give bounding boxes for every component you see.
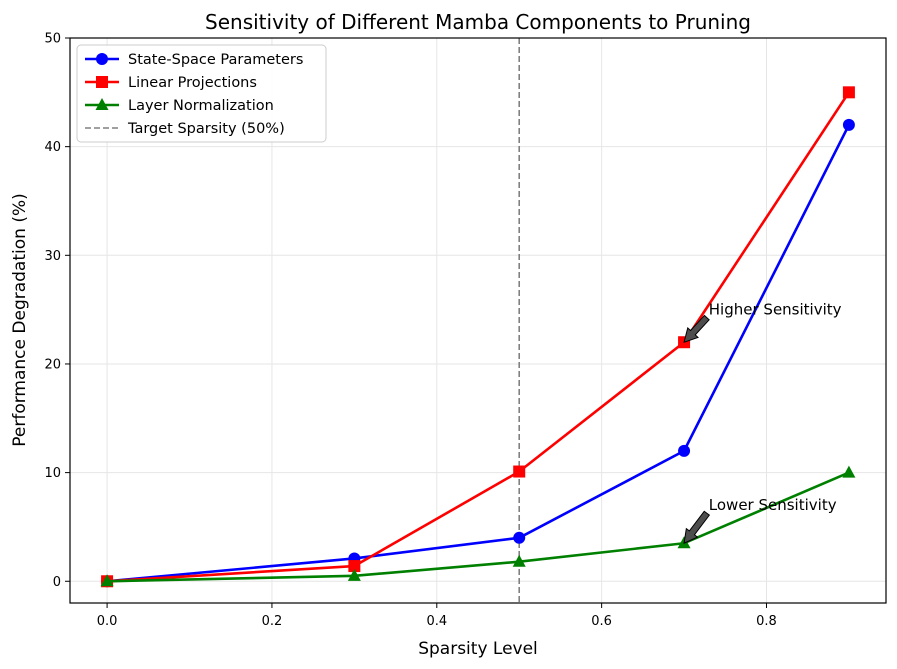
data-point <box>513 531 526 544</box>
legend-label: Layer Normalization <box>128 98 274 114</box>
legend-label: Target Sparsity (50%) <box>127 121 285 137</box>
x-tick-label: 0.4 <box>426 614 447 629</box>
data-point <box>842 465 856 478</box>
y-tick-label: 20 <box>44 357 61 372</box>
legend-box <box>76 44 327 143</box>
data-point <box>513 465 526 478</box>
legend-marker <box>95 98 109 110</box>
plot-frame <box>69 37 887 604</box>
data-point <box>348 560 361 573</box>
series-1 <box>101 118 855 588</box>
y-axis-title: Performance Degradation (%) <box>10 193 30 446</box>
legend: State-Space Parameters Linear Projections… <box>76 44 327 143</box>
series-3 <box>100 465 856 587</box>
legend-item-4: Target Sparsity (50%) <box>85 121 285 137</box>
annotation-arrow <box>683 510 711 545</box>
x-tick-label: 0.8 <box>756 614 777 629</box>
legend-marker <box>96 76 108 88</box>
annotation-1: Higher Sensitivity <box>683 301 842 344</box>
y-tick-label: 10 <box>44 466 61 481</box>
series-line <box>107 471 850 583</box>
legend-item-2: Linear Projections <box>85 75 257 91</box>
data-point <box>347 568 361 581</box>
series-2 <box>101 86 855 588</box>
data-point <box>842 118 855 131</box>
data-point <box>100 574 114 587</box>
data-point <box>512 554 526 567</box>
annotation-arrow <box>683 314 710 344</box>
legend-item-1: State-Space Parameters <box>85 52 303 68</box>
data-point <box>842 86 855 99</box>
annotation-2: Lower Sensitivity <box>683 496 837 545</box>
x-tick-label: 0.2 <box>262 614 283 629</box>
data-point <box>678 444 691 457</box>
y-tick-label: 50 <box>44 32 61 47</box>
series-layer <box>100 86 856 588</box>
x-axis-title: Sparsity Level <box>418 639 538 659</box>
chart-title: Sensitivity of Different Mamba Component… <box>205 10 751 34</box>
x-tick-label: 0.6 <box>591 614 612 629</box>
legend-label: Linear Projections <box>128 75 257 91</box>
annotations: Higher Sensitivity Lower Sensitivity <box>683 301 842 545</box>
annotation-text: Higher Sensitivity <box>709 301 842 319</box>
x-tick-label: 0.0 <box>97 614 118 629</box>
legend-label: State-Space Parameters <box>128 52 303 68</box>
legend-marker <box>96 53 108 65</box>
axis-ticks: 0.0 0.2 0.4 0.6 0.8 0 10 20 30 40 50 <box>44 32 776 630</box>
y-tick-label: 30 <box>44 249 61 264</box>
y-tick-label: 0 <box>53 575 61 590</box>
legend-item-3: Layer Normalization <box>85 98 274 114</box>
y-tick-label: 40 <box>44 140 61 155</box>
annotation-text: Lower Sensitivity <box>709 496 837 514</box>
